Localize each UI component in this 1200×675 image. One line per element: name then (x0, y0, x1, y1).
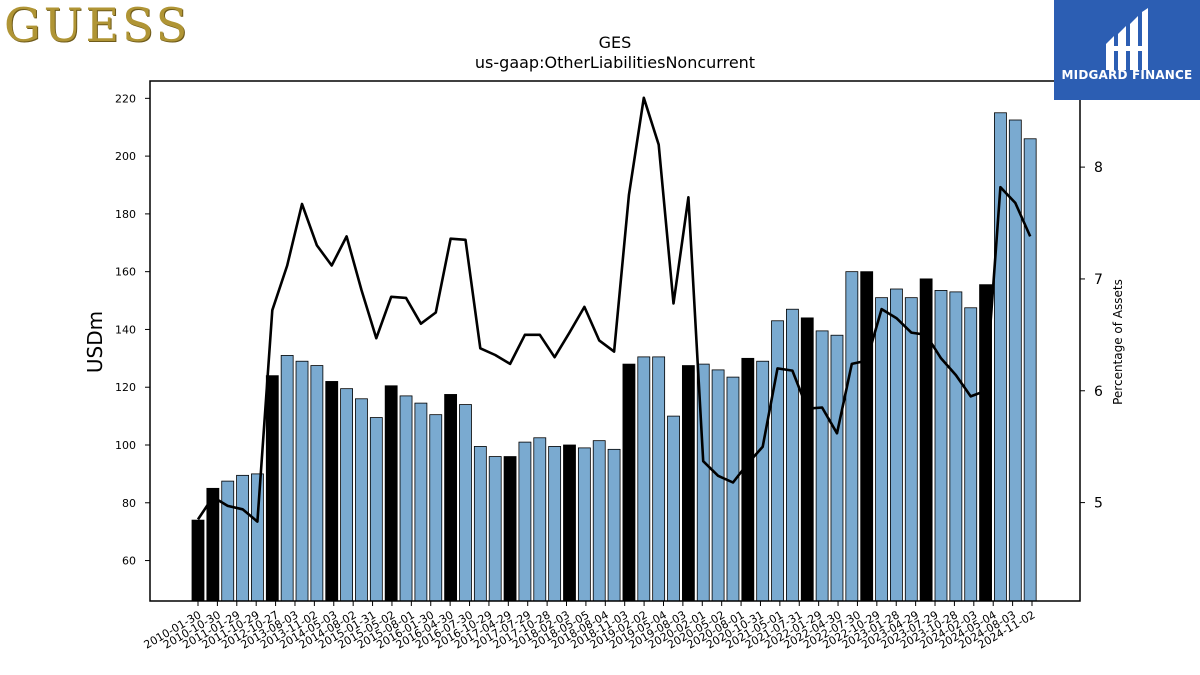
bar (429, 414, 443, 602)
y-axis-label-right: Percentage of Assets (1111, 279, 1125, 405)
y-tick-label: 160 (115, 266, 136, 279)
bar (414, 402, 428, 602)
y-right-tick-label: 7 (1094, 272, 1103, 288)
bar (191, 519, 205, 602)
bar (845, 271, 859, 602)
bar (681, 365, 695, 602)
bar (607, 448, 621, 602)
y-right-tick-label: 6 (1094, 384, 1103, 400)
bar (667, 415, 680, 602)
bar (473, 446, 487, 602)
bar (815, 330, 829, 602)
bar (310, 365, 324, 602)
percentage-line (196, 96, 1032, 523)
bar (280, 355, 294, 602)
bar (800, 317, 814, 602)
y-right-tick-label: 5 (1094, 496, 1103, 512)
bar (919, 278, 933, 602)
bar (756, 360, 770, 602)
bar (518, 441, 532, 602)
bar (1008, 119, 1022, 602)
bar (355, 398, 368, 602)
bar (592, 440, 606, 602)
bar (295, 360, 309, 602)
bar (384, 385, 398, 602)
chart-title: GES (599, 33, 632, 52)
y-tick-label: 140 (115, 323, 136, 336)
bar (711, 369, 725, 602)
bar (875, 297, 888, 602)
bar (488, 456, 502, 602)
bar (251, 473, 264, 602)
bar (964, 307, 978, 602)
y-tick-label: 200 (115, 150, 136, 163)
bar (637, 356, 651, 602)
bar (726, 376, 740, 602)
bar (830, 334, 844, 602)
bar (1023, 138, 1037, 602)
bar (503, 456, 517, 602)
y-tick-label: 80 (122, 497, 136, 510)
bar (221, 480, 235, 602)
bar (265, 375, 279, 602)
y-axis-label: USDm (83, 311, 107, 373)
midgard-mark-icon (1106, 8, 1148, 70)
chart-subtitle: us-gaap:OtherLiabilitiesNoncurrent (475, 53, 755, 72)
bar (369, 417, 383, 602)
bar (904, 297, 918, 602)
plot-frame (149, 80, 1081, 602)
bar (236, 474, 249, 602)
bar (860, 271, 874, 602)
bar (444, 394, 458, 602)
bar (533, 437, 547, 602)
bar (890, 288, 903, 602)
bar (771, 320, 784, 602)
midgard-finance-logo: MIDGARD FINANCE (1054, 0, 1200, 100)
bar (340, 388, 354, 602)
series-line (196, 96, 1032, 523)
bar (563, 444, 576, 602)
bar (548, 446, 562, 602)
bar (949, 291, 963, 602)
bar (399, 395, 413, 602)
axes: 608010012014016018020022056782010-01-302… (115, 80, 1103, 652)
y-tick-label: 180 (115, 208, 136, 221)
bar (622, 363, 636, 602)
bar (786, 308, 799, 602)
midgard-brand-text: MIDGARD FINANCE (1061, 68, 1193, 82)
guess-logo: GUESS (4, 0, 191, 52)
bar (934, 290, 948, 602)
bar (741, 357, 755, 602)
bar (325, 381, 339, 602)
bars (191, 112, 1037, 602)
y-tick-label: 220 (115, 92, 136, 105)
y-right-tick-label: 8 (1094, 160, 1103, 176)
bar (459, 404, 472, 602)
bar (577, 447, 591, 602)
y-tick-label: 60 (122, 555, 136, 568)
bar (652, 356, 666, 602)
y-tick-label: 120 (115, 381, 136, 394)
y-tick-label: 100 (115, 439, 136, 452)
